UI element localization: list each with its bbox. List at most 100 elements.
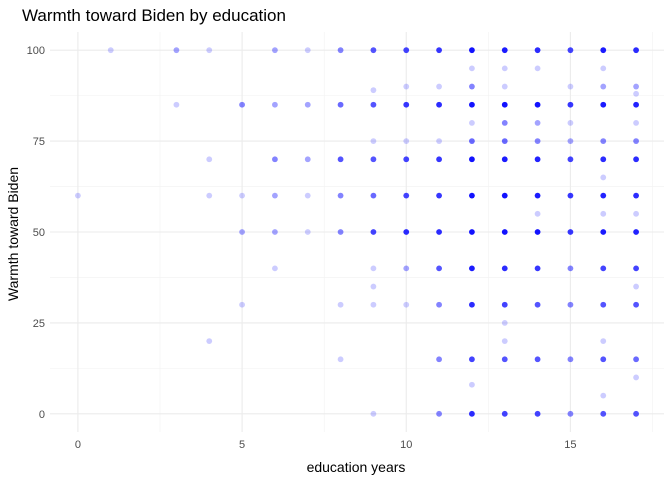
data-point <box>337 229 344 235</box>
data-point <box>501 120 508 126</box>
data-point <box>567 192 574 199</box>
data-point <box>370 283 377 290</box>
data-point <box>567 101 574 108</box>
data-point <box>370 156 377 163</box>
data-point <box>567 356 574 363</box>
data-point <box>469 101 475 108</box>
grid <box>50 32 664 432</box>
data-point <box>337 156 344 163</box>
data-point <box>567 156 574 163</box>
x-tick-label: 0 <box>75 439 81 451</box>
data-point <box>567 229 574 235</box>
data-point <box>239 192 245 199</box>
y-tick-label: 100 <box>27 45 45 57</box>
data-point <box>469 65 475 72</box>
data-point <box>469 229 475 235</box>
data-point <box>600 301 607 308</box>
data-point <box>633 374 639 381</box>
data-point <box>633 265 639 272</box>
data-point <box>633 47 639 54</box>
data-point <box>272 265 278 272</box>
data-point <box>600 101 607 108</box>
data-point <box>534 156 541 163</box>
data-point <box>436 83 442 90</box>
data-point <box>501 65 508 72</box>
data-point <box>501 156 508 163</box>
data-point <box>239 101 245 108</box>
data-point <box>534 229 541 235</box>
data-point <box>272 101 278 108</box>
data-point <box>600 338 607 344</box>
data-point <box>501 338 508 344</box>
x-tick-label: 5 <box>239 439 245 451</box>
data-point <box>534 265 541 272</box>
data-point <box>436 301 442 308</box>
data-point <box>304 101 311 108</box>
data-point <box>469 381 475 388</box>
data-point <box>469 156 475 163</box>
data-point <box>403 47 410 54</box>
data-point <box>272 192 278 199</box>
data-point <box>567 138 574 144</box>
data-point <box>501 47 508 54</box>
chart-title: Warmth toward Biden by education <box>22 6 286 25</box>
data-point <box>600 174 607 181</box>
tick-labels: 0 5 10 15 0 25 50 75 100 <box>27 45 577 451</box>
data-point <box>436 265 442 272</box>
data-point <box>206 156 213 163</box>
data-point <box>469 138 475 144</box>
data-point <box>600 47 607 54</box>
data-point <box>600 210 607 217</box>
data-point <box>469 192 475 199</box>
data-point <box>501 138 508 144</box>
data-point <box>633 83 639 90</box>
y-tick-label: 75 <box>33 136 45 148</box>
data-point <box>436 156 442 163</box>
y-tick-label: 0 <box>39 409 45 421</box>
data-point <box>469 120 475 126</box>
x-tick-label: 10 <box>400 439 412 451</box>
data-point <box>436 101 442 108</box>
data-point <box>337 101 344 108</box>
data-point <box>501 229 508 235</box>
data-point <box>272 156 278 163</box>
data-point <box>304 229 311 235</box>
y-tick-label: 50 <box>33 227 45 239</box>
data-point <box>436 47 442 54</box>
data-point <box>633 356 639 363</box>
data-point <box>436 229 442 235</box>
data-point <box>501 101 508 108</box>
data-point <box>436 356 442 363</box>
data-point <box>534 138 541 144</box>
data-point <box>633 120 639 126</box>
data-point <box>272 229 278 235</box>
data-point <box>436 192 442 199</box>
data-point <box>436 138 442 144</box>
data-point <box>534 120 541 126</box>
data-point <box>370 47 377 54</box>
data-point <box>600 229 607 235</box>
data-point <box>370 301 377 308</box>
data-point <box>469 301 475 308</box>
data-point <box>403 192 410 199</box>
y-axis-title: Warmth toward Biden <box>5 167 21 301</box>
data-point <box>567 301 574 308</box>
data-point <box>501 301 508 308</box>
data-point <box>206 47 213 54</box>
data-point <box>633 410 639 417</box>
data-point <box>206 338 213 344</box>
data-points <box>75 47 639 417</box>
data-point <box>501 83 508 90</box>
data-point <box>370 87 377 94</box>
data-point <box>534 356 541 363</box>
data-point <box>633 138 639 144</box>
data-point <box>534 210 541 217</box>
data-point <box>304 47 311 54</box>
data-point <box>600 65 607 72</box>
x-tick-label: 15 <box>564 439 576 451</box>
data-point <box>370 138 377 144</box>
data-point <box>567 47 574 54</box>
data-point <box>633 90 639 97</box>
data-point <box>370 229 377 235</box>
